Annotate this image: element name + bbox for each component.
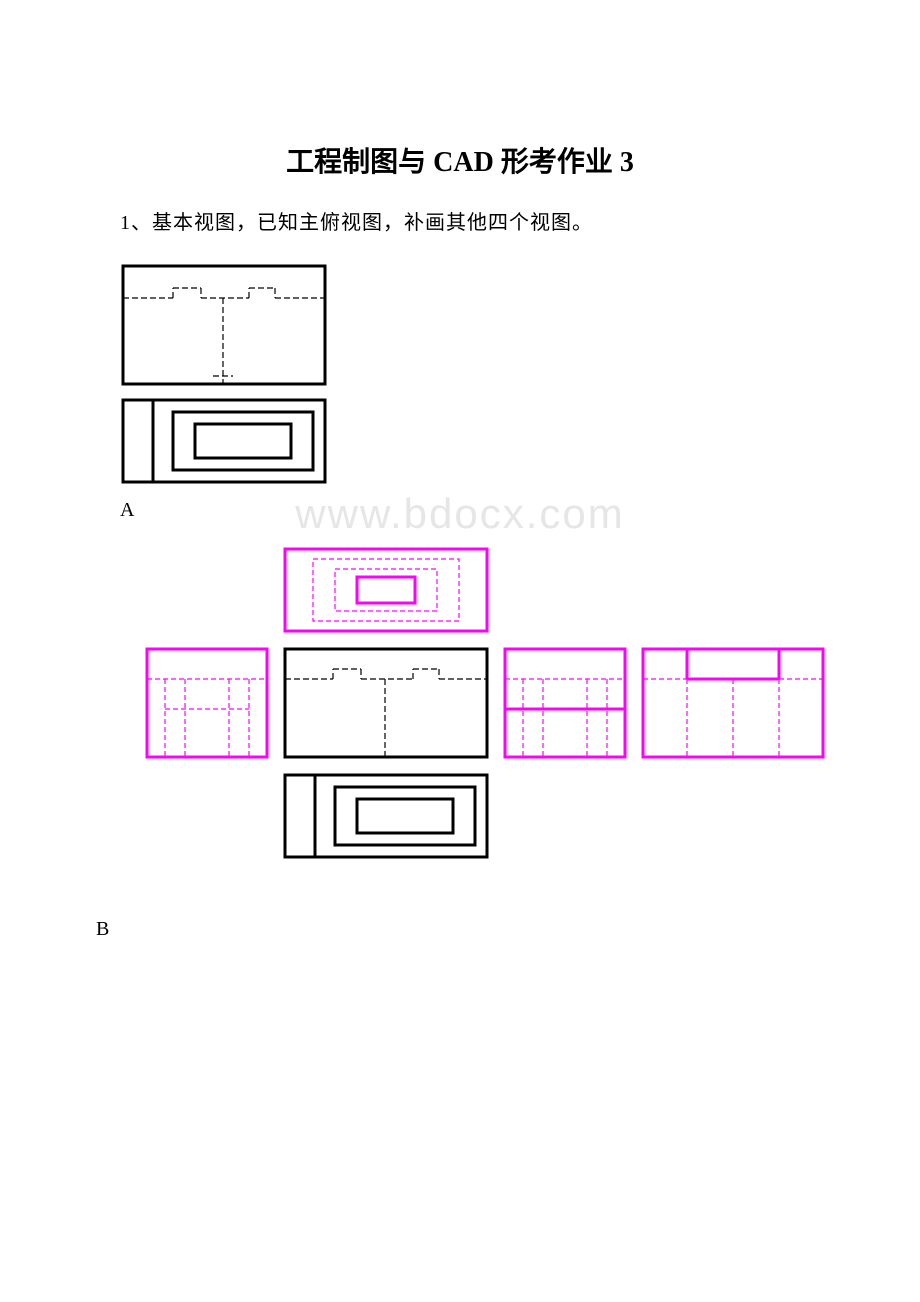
question-text: 1、基本视图，已知主俯视图，补画其他四个视图。 — [120, 206, 800, 235]
figure-a-svg — [120, 263, 330, 487]
label-b: B — [96, 918, 800, 941]
figure-a — [120, 263, 800, 487]
figure-b-svg — [144, 546, 844, 906]
figure-b — [144, 546, 800, 906]
page-title: 工程制图与 CAD 形考作业 3 — [120, 140, 800, 180]
label-a: A — [120, 499, 800, 522]
